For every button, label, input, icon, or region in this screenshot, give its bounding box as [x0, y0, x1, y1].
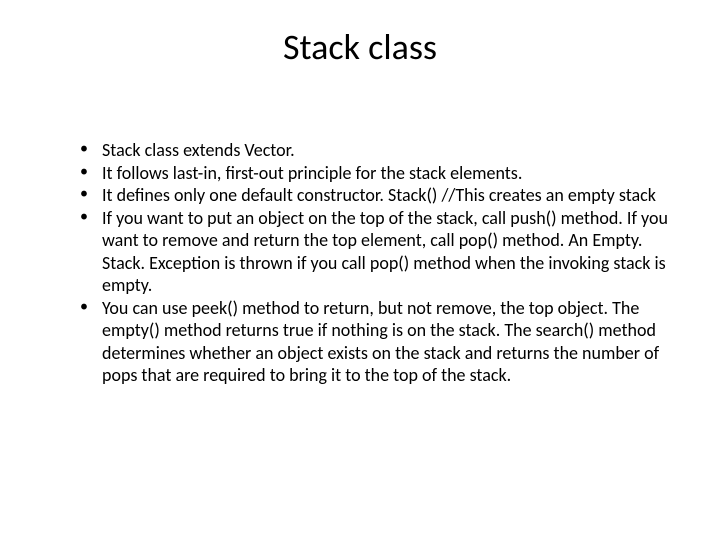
bullet-list: Stack class extends Vector. It follows l… — [50, 139, 670, 387]
bullet-item: It defines only one default constructor.… — [80, 184, 670, 207]
bullet-item: If you want to put an object on the top … — [80, 207, 670, 297]
slide-title: Stack class — [50, 25, 670, 69]
bullet-item: You can use peek() method to return, but… — [80, 297, 670, 387]
bullet-item: It follows last-in, first-out principle … — [80, 162, 670, 185]
bullet-item: Stack class extends Vector. — [80, 139, 670, 162]
